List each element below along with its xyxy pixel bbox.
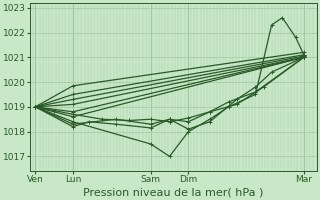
X-axis label: Pression niveau de la mer( hPa ): Pression niveau de la mer( hPa ): [84, 187, 264, 197]
